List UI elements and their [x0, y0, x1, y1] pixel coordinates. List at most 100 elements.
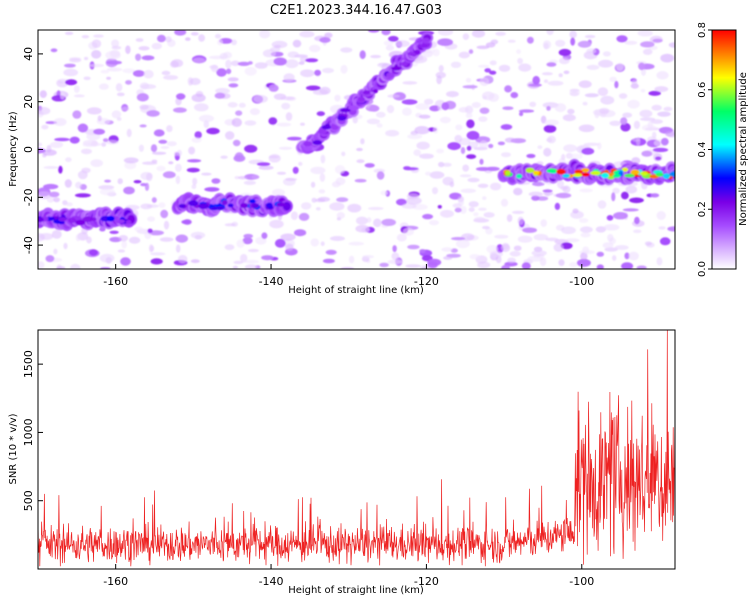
colorbar-label: Normalized spectral amplitude [738, 72, 749, 226]
noise-speck [603, 224, 620, 231]
noise-speck [190, 259, 200, 264]
noise-speck [210, 64, 219, 73]
noise-speck [123, 157, 139, 164]
noise-speck [316, 111, 325, 117]
noise-speck [175, 244, 181, 253]
noise-speck [225, 131, 235, 140]
noise-speck [507, 257, 516, 264]
noise-speck [606, 215, 614, 221]
noise-speck [439, 116, 451, 124]
noise-speck [438, 65, 444, 72]
noise-speck [368, 206, 384, 211]
snr-x-tick-label: -160 [103, 575, 128, 588]
noise-speck [567, 108, 575, 115]
noise-speck [381, 30, 391, 36]
noise-speck [640, 117, 656, 121]
noise-speck [663, 106, 673, 112]
noise-speck [468, 201, 479, 208]
noise-speck [510, 92, 519, 99]
noise-speck [247, 61, 253, 65]
noise-speck [654, 86, 669, 93]
noise-speck [258, 165, 274, 170]
heatmap-x-tick-label: -160 [103, 275, 128, 288]
noise-speck [586, 48, 597, 54]
noise-speck [120, 257, 131, 266]
noise-speck [359, 50, 366, 60]
noise-speck [163, 75, 179, 80]
noise-speck [498, 64, 511, 72]
feature-core [340, 108, 351, 113]
noise-speck [305, 58, 319, 63]
noise-speck [123, 186, 135, 195]
noise-speck [204, 187, 220, 192]
noise-speck [58, 165, 63, 174]
noise-speck [84, 56, 89, 61]
noise-speck [99, 253, 115, 263]
noise-speck [366, 118, 380, 125]
noise-speck [527, 255, 543, 262]
noise-speck [51, 230, 62, 239]
feature-core [386, 72, 395, 79]
noise-speck [336, 212, 345, 219]
noise-speck [531, 195, 540, 201]
noise-speck [286, 136, 302, 141]
noise-speck [578, 80, 592, 88]
noise-speck [198, 114, 215, 123]
noise-speck [73, 85, 80, 93]
noise-speck [273, 44, 282, 48]
noise-speck [190, 32, 199, 36]
noise-speck [143, 69, 154, 79]
noise-speck [299, 30, 315, 38]
noise-speck [315, 198, 326, 203]
noise-speck [474, 216, 486, 222]
noise-speck [627, 99, 640, 109]
noise-speck [407, 244, 420, 250]
noise-speck [89, 249, 98, 256]
noise-speck [187, 159, 202, 163]
heatmap-image [38, 30, 675, 269]
noise-speck [497, 141, 505, 146]
noise-speck [117, 178, 123, 185]
noise-speck [555, 192, 572, 199]
noise-speck [157, 34, 166, 43]
feature-core [38, 217, 44, 223]
noise-speck [273, 57, 287, 66]
noise-speck [441, 102, 450, 111]
noise-speck [562, 114, 576, 122]
noise-speck [440, 209, 454, 218]
noise-speck [506, 214, 513, 223]
noise-speck [46, 195, 55, 203]
colorbar-tick-label: 0.4 [697, 142, 708, 158]
noise-speck [454, 207, 462, 213]
noise-speck [201, 172, 212, 176]
noise-speck [310, 181, 316, 188]
noise-speck [471, 102, 481, 108]
noise-speck [322, 258, 335, 264]
noise-speck [640, 89, 646, 93]
noise-speck [668, 42, 675, 48]
noise-speck [134, 226, 144, 232]
feature-core [251, 203, 259, 209]
noise-speck [312, 89, 329, 96]
noise-speck [175, 234, 188, 243]
noise-speck [276, 171, 287, 175]
noise-speck [629, 197, 644, 204]
noise-speck [660, 53, 675, 63]
noise-speck [477, 64, 490, 68]
feature-peak [562, 173, 571, 178]
noise-speck [479, 77, 490, 86]
noise-speck [485, 227, 493, 235]
figure-title: C2E1.2023.344.16.47.G03 [270, 3, 442, 18]
noise-speck [466, 145, 472, 151]
feature-core [240, 202, 249, 209]
feature-core [373, 89, 378, 94]
noise-speck [65, 202, 73, 207]
noise-speck [244, 144, 258, 153]
feature-core [75, 219, 86, 226]
noise-speck [541, 72, 553, 76]
noise-speck [429, 171, 445, 179]
snr-x-tick-label: -120 [414, 575, 439, 588]
noise-speck [532, 181, 545, 187]
noise-speck [230, 60, 240, 67]
noise-speck [609, 120, 622, 127]
